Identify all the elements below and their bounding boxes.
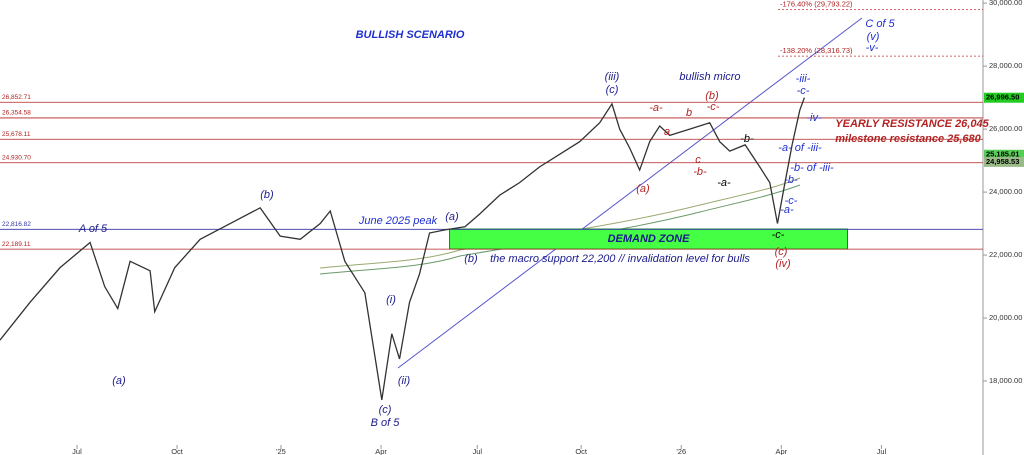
annotation: (iv) [775,258,791,270]
annotation: -b- [693,166,707,178]
annotation: bullish micro [679,71,740,83]
price-tag [984,149,1024,160]
annotation: A of 5 [78,223,108,235]
annotation: -a- [717,177,731,189]
annotation: -iv- [806,112,822,124]
annotation: (c) [775,246,788,258]
annotation: June 2025 peak [358,215,438,227]
y-tick-label: 26,000.00 [989,124,1022,133]
fib-label: -138.20% (28,316.73) [780,46,853,55]
annotation: -b- of -iii- [790,162,834,174]
annotation: -a- [780,204,794,216]
annotation: (b) [705,90,719,102]
x-tick-label: '26 [676,447,686,455]
annotation: (a) [445,211,459,223]
x-tick-label: Oct [575,447,588,455]
annotation: -c- [785,195,798,207]
x-tick-label: '25 [276,447,286,455]
annotation: -c- [797,85,810,97]
annotation: b [686,107,692,119]
annotation: milestone resistance 25,680 [835,133,981,145]
annotation: -a- [649,102,663,114]
level-label: 26,354.58 [2,110,31,117]
annotation: (b) [464,253,478,265]
annotation: (c) [606,84,619,96]
price-tag-label: 25,185.01 [986,150,1019,159]
price-line [0,97,806,400]
annotation: -c- [772,229,785,241]
annotation: -iii- [796,73,811,85]
price-tag-label: 26,996.50 [986,93,1019,102]
price-tag [984,156,1024,167]
y-tick-label: 22,000.00 [989,250,1022,259]
x-tick-label: Jul [72,447,82,455]
annotation: -b- [784,174,798,186]
price-tag [984,92,1024,103]
annotation: (a) [636,183,650,195]
annotation: B of 5 [371,417,401,429]
x-tick-label: Apr [775,447,787,455]
y-tick-label: 20,000.00 [989,313,1022,322]
level-label: 24,930.70 [2,154,31,161]
level-label: 22,816.82 [2,221,31,228]
annotation: (b) [260,189,274,201]
annotation: the macro support 22,200 // invalidation… [490,253,750,265]
annotation: (a) [112,375,126,387]
level-label: 26,852.71 [2,94,31,101]
annotation: a [664,126,670,138]
x-tick-label: Jul [877,447,887,455]
price-tag-label: 24,958.53 [986,157,1019,166]
annotation: (i) [386,294,396,306]
x-tick-label: Oct [171,447,184,455]
annotation: YEARLY RESISTANCE 26,045 [835,118,989,130]
annotation: -a- of -iii- [778,142,822,154]
x-tick-label: Jul [472,447,482,455]
annotation: BULLISH SCENARIO [356,29,465,41]
zone-label: DEMAND ZONE [608,233,691,245]
annotation: c [695,154,701,166]
y-tick-label: 30,000.00 [989,0,1022,7]
level-label: 25,678.11 [2,131,31,138]
annotation: -c- [707,101,720,113]
y-tick-label: 18,000.00 [989,376,1022,385]
level-label: 22,189.11 [2,241,31,248]
y-tick-label: 28,000.00 [989,61,1022,70]
annotation: -v- [866,42,879,54]
y-tick-label: 24,000.00 [989,187,1022,196]
annotation: (v) [867,31,880,43]
x-tick-label: Apr [375,447,387,455]
annotation: C of 5 [865,18,895,30]
trend-line [397,17,863,369]
annotation: -b- [740,133,754,145]
fib-label: -176.40% (29,793.22) [780,0,853,9]
annotation: (iii) [605,71,620,83]
annotation: (c) [379,404,392,416]
annotation: (ii) [398,375,411,387]
